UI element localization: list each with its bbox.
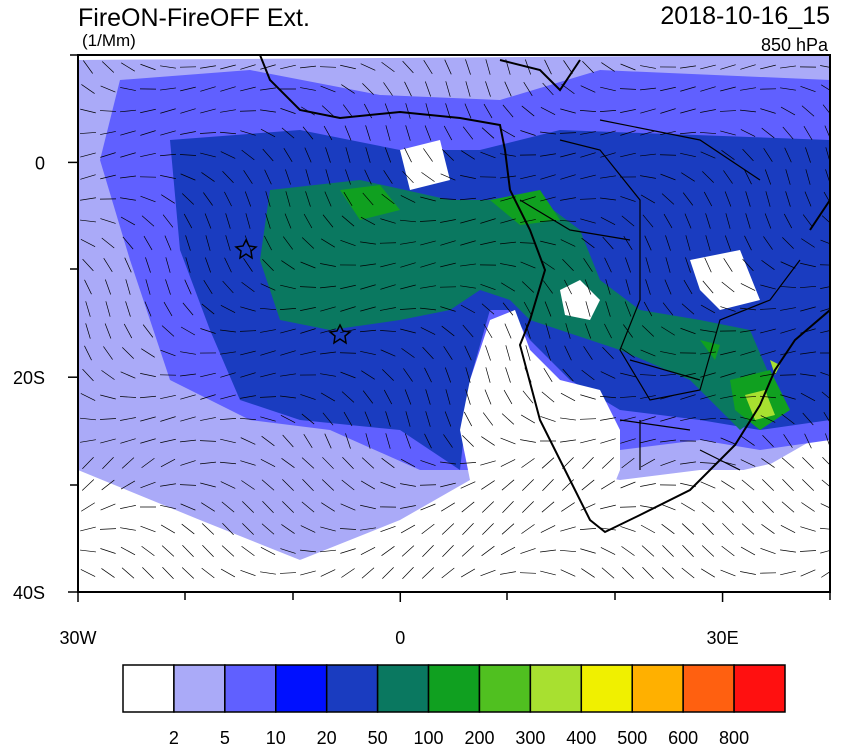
level: 850 hPa <box>761 35 829 55</box>
lon-tick-label: 30E <box>707 628 739 648</box>
units: (1/Mm) <box>82 31 136 50</box>
colorbar-label: 100 <box>414 728 444 747</box>
colorbar-box <box>276 665 327 712</box>
colorbar-box <box>683 665 734 712</box>
title: FireON-FireOFF Ext. <box>78 4 310 32</box>
colorbar-box <box>530 665 581 712</box>
colorbar-box <box>327 665 378 712</box>
map-field <box>78 55 836 592</box>
colorbar-box <box>429 665 480 712</box>
colorbar-box <box>123 665 174 712</box>
colorbar-box <box>581 665 632 712</box>
colorbar-label: 600 <box>668 728 698 747</box>
lat-tick-label: 40S <box>13 583 45 603</box>
colorbar-label: 800 <box>719 728 749 747</box>
date: 2018-10-16_15 <box>660 2 830 30</box>
lat-tick-label: 0 <box>35 153 45 173</box>
colorbar-box <box>734 665 785 712</box>
lat-tick-label: 20S <box>13 368 45 388</box>
colorbar-box <box>632 665 683 712</box>
colorbar-label: 2 <box>169 728 179 747</box>
colorbar-label: 500 <box>617 728 647 747</box>
lon-tick-label: 0 <box>395 628 405 648</box>
colorbar-label: 10 <box>266 728 286 747</box>
colorbar-box <box>174 665 225 712</box>
lon-tick-label: 30W <box>59 628 96 648</box>
colorbar-label: 400 <box>566 728 596 747</box>
colorbar-label: 5 <box>220 728 230 747</box>
colorbar-box <box>378 665 429 712</box>
colorbar-label: 50 <box>368 728 388 747</box>
colorbar: 2 5 10 20 50 100 200 300 400 500 600 800 <box>123 665 785 747</box>
colorbar-box <box>479 665 530 712</box>
colorbar-box <box>225 665 276 712</box>
colorbar-label: 200 <box>464 728 494 747</box>
colorbar-label: 300 <box>515 728 545 747</box>
colorbar-label: 20 <box>317 728 337 747</box>
